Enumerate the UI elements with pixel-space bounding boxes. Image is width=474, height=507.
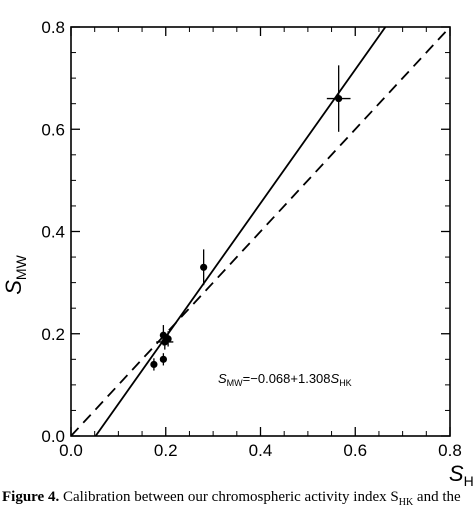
- x-axis-label: SHK: [449, 461, 474, 489]
- x-tick-label: 0.8: [438, 441, 462, 460]
- x-tick-label: 0.2: [154, 441, 178, 460]
- fit-lines: [71, 27, 450, 436]
- y-tick-label: 0.4: [41, 223, 65, 242]
- fit-equation-annotation: SMW=−0.068+1.308SHK: [218, 371, 352, 388]
- data-point: [150, 358, 158, 371]
- data-point: [200, 249, 208, 286]
- y-axis-label: SMW: [1, 254, 29, 294]
- identity-line: [71, 27, 450, 436]
- point-marker: [150, 360, 158, 369]
- figure-caption: Figure 4. Calibration between our chromo…: [0, 488, 474, 507]
- fit-line: [94, 27, 387, 436]
- data-point: [156, 334, 174, 350]
- data-point: [159, 353, 167, 366]
- y-tick-label: 0.2: [41, 325, 65, 344]
- caption-label: Figure 4.: [2, 489, 60, 505]
- data-marks: [71, 27, 450, 436]
- caption-tail: and the: [413, 489, 461, 505]
- data-point: [326, 65, 351, 132]
- caption-subscript: HK: [398, 497, 414, 507]
- caption-text: Calibration between our chromospheric ac…: [59, 489, 399, 505]
- y-tick-label: 0.0: [41, 427, 65, 446]
- x-tick-label: 0.6: [343, 441, 367, 460]
- point-marker: [161, 338, 169, 346]
- y-axis: 0.0 0.2 0.4 0.6 0.8: [41, 18, 450, 446]
- point-marker: [200, 263, 208, 271]
- x-axis: 0.0 0.2 0.4 0.6 0.8: [59, 27, 462, 460]
- x-tick-label: 0.4: [249, 441, 273, 460]
- y-tick-label: 0.6: [41, 120, 65, 139]
- point-marker: [335, 94, 343, 103]
- x-tick-label: 0.0: [59, 441, 83, 460]
- point-marker: [159, 355, 167, 363]
- y-tick-label: 0.8: [41, 18, 65, 37]
